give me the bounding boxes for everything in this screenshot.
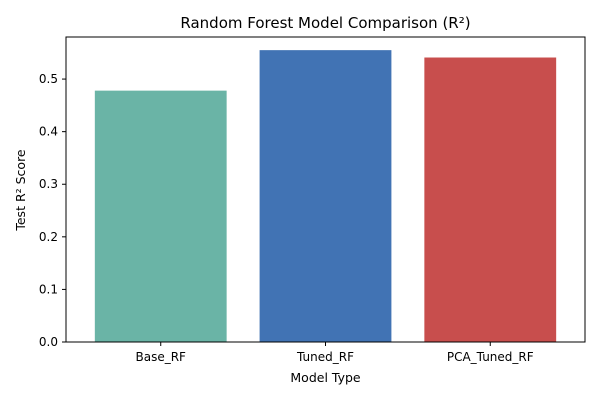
x-axis: Base_RF Tuned_RF PCA_Tuned_RF [136, 342, 534, 364]
x-tick-label: PCA_Tuned_RF [447, 350, 534, 364]
x-axis-label: Model Type [290, 370, 361, 385]
bar-tuned-rf [259, 50, 392, 343]
bar-pca-tuned-rf [424, 57, 557, 343]
y-tick-label: 0.2 [39, 230, 58, 244]
chart-title: Random Forest Model Comparison (R²) [180, 14, 470, 32]
y-axis-label: Test R² Score [13, 149, 28, 232]
plot-area [65, 36, 586, 343]
y-tick-label: 0.3 [39, 177, 58, 191]
y-tick-label: 0.1 [39, 282, 58, 296]
y-tick-label: 0.4 [39, 125, 58, 139]
y-axis: 0.0 0.1 0.2 0.3 0.4 0.5 [39, 72, 66, 349]
y-tick-label: 0.5 [39, 72, 58, 86]
y-tick-label: 0.0 [39, 335, 58, 349]
x-tick-label: Tuned_RF [296, 350, 354, 364]
bar-base-rf [94, 90, 227, 342]
x-tick-label: Base_RF [136, 350, 187, 364]
